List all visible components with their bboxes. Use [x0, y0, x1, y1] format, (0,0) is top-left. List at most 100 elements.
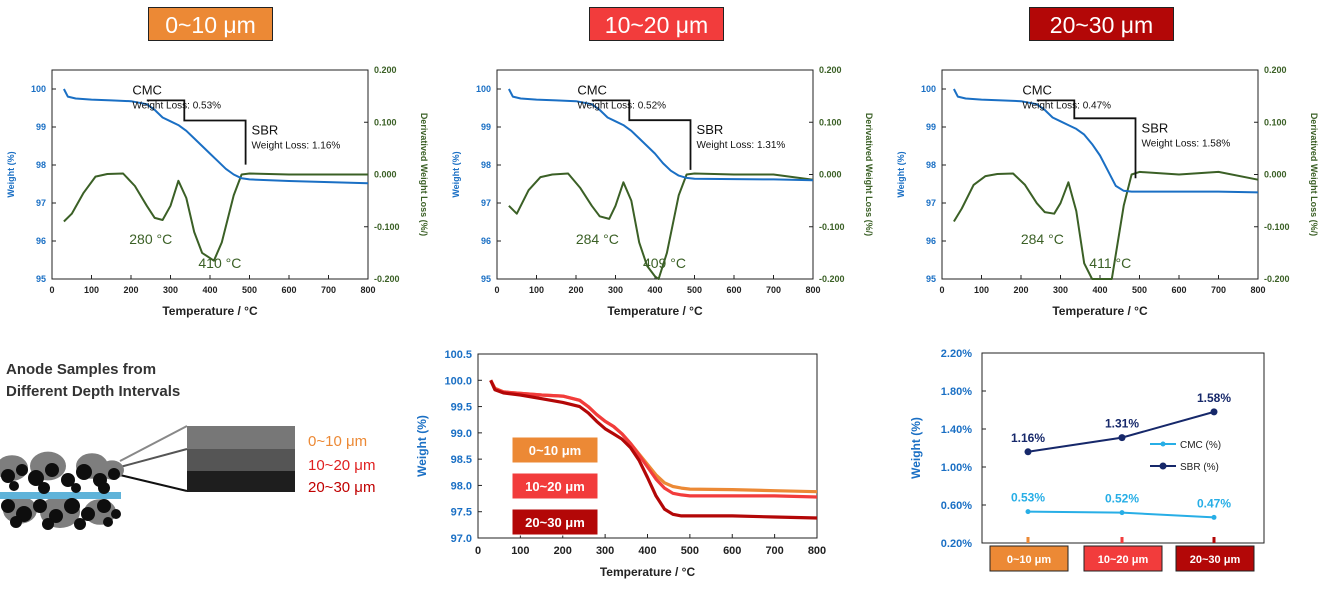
peak-label-2: 410 °C [198, 255, 241, 271]
x-tick-label: 400 [647, 285, 662, 295]
weight-curve [508, 88, 814, 182]
x-tick-label: 800 [808, 545, 826, 557]
x-tick-label: 500 [242, 285, 257, 295]
y-tick-label: 98.5 [451, 454, 472, 466]
particle-graphite [10, 516, 22, 528]
y-tick-label: 1.00% [941, 462, 972, 474]
y-tick-label: 1.40% [941, 424, 972, 436]
y-tick-label: 0.20% [941, 538, 972, 550]
x-tick-label: 100 [84, 285, 99, 295]
y-tick-label: 0.60% [941, 500, 972, 512]
cmc-weight-loss: Weight Loss: 0.53% [132, 100, 221, 111]
y-tick-label: 100 [31, 84, 46, 94]
particle-graphite [49, 509, 63, 523]
tga-panels: 0 100 200 300 400 500 600 700 800 95 96 97 98 99 100 -0… [6, 65, 1319, 318]
derivative-curve [508, 172, 814, 280]
cmc-weight-loss: Weight Loss: 0.52% [577, 100, 666, 111]
weight-loss-step [591, 99, 692, 170]
y-tick-label: 100 [476, 84, 491, 94]
x-tick-label: 300 [596, 545, 614, 557]
anode-schematic: Anode Samples from Different Depth Inter… [0, 361, 375, 530]
particle-graphite [1, 499, 15, 513]
zoom-line-bottom [119, 474, 188, 492]
x-tick-label: 0 [939, 285, 944, 295]
layer-label-2: 10~20 μm [308, 457, 375, 474]
panel-header-0-10: 0~10 μm [148, 7, 273, 41]
peak-label-1: 284 °C [1021, 231, 1064, 247]
particle-graphite [61, 473, 75, 487]
y-tick-label: 97.0 [451, 533, 472, 545]
sbr-label: SBR [1142, 120, 1169, 135]
x-tick-label: 300 [608, 285, 623, 295]
weight-curve [953, 88, 1259, 194]
y2-axis-label: Derivatived Weight Loss (%/) [419, 113, 429, 236]
data-point [1118, 434, 1126, 442]
y-tick-label: 96 [36, 236, 46, 246]
data-point [1210, 408, 1218, 416]
y-tick-label: 100.0 [444, 375, 472, 387]
x-tick-label: 200 [568, 285, 583, 295]
legend-box-2 [511, 472, 599, 500]
y2-tick-label: -0.200 [374, 274, 400, 284]
y-tick-label: 100 [921, 84, 936, 94]
legend-box-3 [511, 508, 599, 536]
overlay-chart: 0 100 200 300 400 500 600 700 800 97.0 97.5 98.0 98.… [415, 349, 826, 579]
x-axis-label: Temperature / °C [162, 304, 258, 318]
legend-box-1 [511, 436, 599, 464]
y-tick-label: 100.5 [444, 349, 472, 361]
panel-header-20-30: 20~30 μm [1029, 7, 1174, 41]
x-tick-label: 600 [281, 285, 296, 295]
peak-label-1: 284 °C [576, 231, 619, 247]
y-tick-label: 99 [481, 122, 491, 132]
current-collector [0, 492, 121, 499]
y2-tick-label: 0.200 [1264, 65, 1287, 75]
x-tick-label: 600 [723, 545, 741, 557]
zoom-line-top [119, 425, 188, 462]
weight-curve [63, 88, 369, 185]
x-tick-label: 400 [638, 545, 656, 557]
x-axis-label: Temperature / °C [1052, 304, 1148, 318]
x-tick-label: 300 [1053, 285, 1068, 295]
x-tick-label: 500 [1132, 285, 1147, 295]
particle-graphite [97, 499, 111, 513]
x-tick-label: 600 [726, 285, 741, 295]
cmc-label: CMC [1022, 82, 1052, 97]
particle-graphite [64, 498, 80, 514]
y2-tick-label: 0.000 [819, 170, 842, 180]
zoom-line-mid [119, 448, 188, 468]
y-axis-label: Weight (%) [6, 151, 16, 197]
particle-graphite [9, 481, 19, 491]
particle-graphite [103, 517, 113, 527]
x-tick-label: 0 [49, 285, 54, 295]
legend-label-3: 20~30 μm [525, 515, 585, 530]
sbr-label: SBR [252, 123, 279, 138]
particle-graphite [81, 507, 95, 521]
particle-graphite [74, 518, 86, 530]
category-box-3 [1175, 545, 1255, 572]
weight-loss-step [146, 99, 247, 165]
y-tick-label: 99.0 [451, 428, 472, 440]
cmc-weight-loss: Weight Loss: 0.47% [1022, 100, 1111, 111]
category-box-1 [989, 545, 1069, 572]
peak-label-2: 411 °C [1089, 255, 1131, 271]
tga-panel-3: 0 100 200 300 400 500 600 700 800 95 96 97 98 99 100 -0… [896, 65, 1319, 318]
sbr-weight-loss: Weight Loss: 1.58% [1142, 138, 1231, 149]
y2-tick-label: 0.000 [374, 170, 397, 180]
x-tick-label: 0 [494, 285, 499, 295]
y-tick-label: 95 [926, 274, 936, 284]
x-tick-label: 200 [1013, 285, 1028, 295]
y2-tick-label: 0.100 [1264, 117, 1287, 127]
x-tick-label: 700 [766, 285, 781, 295]
data-label: 1.16% [1011, 431, 1045, 445]
particle-graphite [45, 463, 59, 477]
peak-label-2: 409 °C [643, 255, 686, 271]
sbr-weight-loss: Weight Loss: 1.16% [252, 141, 341, 152]
panel-header-10-20: 10~20 μm [589, 7, 724, 41]
sbr-label: SBR [697, 122, 724, 137]
sbr-weight-loss: Weight Loss: 1.31% [697, 140, 786, 151]
y2-tick-label: 0.100 [819, 117, 842, 127]
summary-chart: 0.20% 0.60% 1.00% 1.40% 1.80% 2.20% Weight (%)… [909, 348, 1265, 572]
y-tick-label: 1.80% [941, 386, 972, 398]
particle-graphite [108, 468, 120, 480]
